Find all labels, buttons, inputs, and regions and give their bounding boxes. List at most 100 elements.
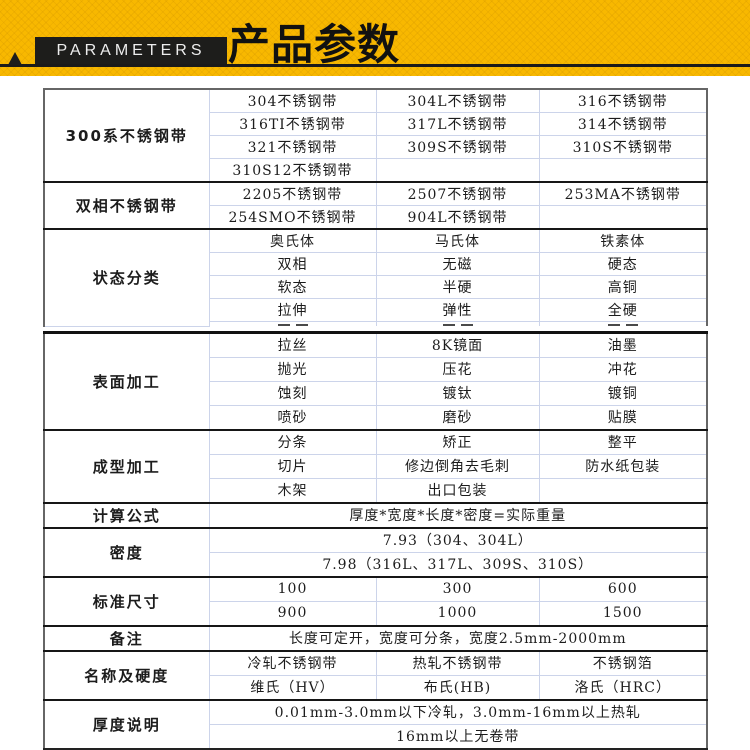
section-label: 厚度说明: [43, 698, 210, 749]
table-row: 状态分类 奥氏体 马氏体 铁素体: [43, 228, 708, 327]
table-cell: 1000: [375, 600, 540, 626]
table-cell: 310S不锈钢带: [538, 135, 708, 159]
parameters-badge: PARAMETERS: [35, 37, 227, 64]
table-cell: 出口包装: [375, 477, 540, 503]
table-row: 维氏（HV） 布氏(HB) 洛氏（HRC）: [44, 674, 708, 700]
clipped-glyph-tops: [210, 322, 375, 326]
table-cell: 贴膜: [538, 404, 708, 430]
table-row: 备注 长度可定开，宽度可分条，宽度2.5mm-2000mm: [43, 624, 708, 651]
table-cell: 油墨: [538, 331, 708, 358]
section-label: 备注: [43, 624, 210, 651]
section-label: 成型加工: [43, 428, 210, 503]
table-row: 切片 修边倒角去毛刺 防水纸包装: [44, 453, 708, 479]
table-row: 标准尺寸 100 300 600: [43, 575, 708, 626]
table-cell: 维氏（HV）: [208, 674, 377, 700]
table-row: 316TI不锈钢带 317L不锈钢带 314不锈钢带: [44, 112, 708, 136]
table-row: 名称及硬度 冷轧不锈钢带 热轧不锈钢带 不锈钢箔: [43, 649, 708, 700]
table-row: 表面加工 拉丝 8K镜面 油墨: [43, 331, 708, 430]
section-label: 标准尺寸: [43, 575, 210, 626]
table-row: 300系不锈钢带 304不锈钢带 304L不锈钢带 316不锈钢带: [43, 88, 708, 183]
table-row: 密度 7.93（304、304L）: [43, 526, 708, 577]
table-cell: 全硬: [538, 298, 708, 322]
table-cell: 904L不锈钢带: [375, 205, 540, 230]
table-row: 双相不锈钢带 2205不锈钢带 2507不锈钢带 253MA不锈钢带: [43, 181, 708, 230]
section-label: 计算公式: [43, 501, 210, 528]
table-cell: 冷轧不锈钢带: [208, 649, 377, 676]
table-cell: 304L不锈钢带: [375, 88, 540, 113]
table-cell: 厚度*宽度*长度*密度=实际重量: [208, 501, 708, 528]
table-row: 成型加工 分条 矫正 整平: [43, 428, 708, 503]
section-label: 密度: [43, 526, 210, 577]
table-cell: 马氏体: [375, 228, 540, 253]
table-cell: 253MA不锈钢带: [538, 181, 708, 206]
header-divider-line: [0, 64, 750, 67]
table-cell: 无磁: [375, 252, 540, 276]
table-row: 抛光 压花 冲花: [44, 356, 708, 382]
table-cell: 洛氏（HRC）: [538, 674, 708, 700]
section-label: 表面加工: [43, 331, 210, 430]
table-cell: 半硬: [375, 275, 540, 299]
table-cell: 双相: [208, 252, 377, 276]
table-cell: 高铜: [538, 275, 708, 299]
clipped-glyph-tops: [540, 322, 706, 326]
table-cell: [538, 158, 708, 183]
table-cell: 2205不锈钢带: [208, 181, 377, 206]
section-label: 名称及硬度: [43, 649, 210, 700]
table-row: 蚀刻 镀钛 镀铜: [44, 380, 708, 406]
table-cell: 拉丝: [208, 331, 377, 358]
table-cell: 304不锈钢带: [208, 88, 377, 113]
table-cell: 防水纸包装: [538, 453, 708, 479]
table-cell: 修边倒角去毛刺: [375, 453, 540, 479]
table-cell: 900: [208, 600, 377, 626]
table-cell: 抛光: [208, 356, 377, 382]
clipped-cell: [208, 321, 377, 326]
section-label: 300系不锈钢带: [43, 88, 210, 183]
table-cell: 拉伸: [208, 298, 377, 322]
parameters-table-bottom: 表面加工 拉丝 8K镜面 油墨 抛光 压花 冲花 蚀刻 镀钛 镀铜 喷砂 磨砂 …: [43, 330, 708, 750]
section-label: 状态分类: [43, 228, 210, 327]
table-cell: 0.01mm-3.0mm以下冷轧，3.0mm-16mm以上热轧: [208, 698, 708, 725]
table-cell: 镀钛: [375, 380, 540, 406]
table-cell: 254SMO不锈钢带: [208, 205, 377, 230]
table-cell: 316不锈钢带: [538, 88, 708, 113]
clipped-cell: [375, 321, 540, 326]
table-cell: 310S12不锈钢带: [208, 158, 377, 183]
table-cell: 16mm以上无卷带: [208, 723, 708, 749]
table-cell: 切片: [208, 453, 377, 479]
table-row: 喷砂 磨砂 贴膜: [44, 404, 708, 430]
table-cell: 1500: [538, 600, 708, 626]
table-cell: 喷砂: [208, 404, 377, 430]
table-cell: 309S不锈钢带: [375, 135, 540, 159]
table-cell: 弹性: [375, 298, 540, 322]
table-cell: 分条: [208, 428, 377, 455]
table-cell: 软态: [208, 275, 377, 299]
table-row: 7.98（316L、317L、309S、310S）: [44, 551, 708, 577]
table-row: 拉伸 弹性 全硬: [44, 298, 708, 322]
table-cell: 300: [375, 575, 540, 602]
table-cell: 木架: [208, 477, 377, 503]
clipped-glyph-tops: [377, 322, 538, 326]
table-cell: [538, 477, 708, 503]
table-cell: 7.98（316L、317L、309S、310S）: [208, 551, 708, 577]
table-row: 321不锈钢带 309S不锈钢带 310S不锈钢带: [44, 135, 708, 159]
table-cell: 2507不锈钢带: [375, 181, 540, 206]
triangle-icon: [8, 52, 22, 65]
table-cell: 冲花: [538, 356, 708, 382]
table-cell: 硬态: [538, 252, 708, 276]
table-cell: 镀铜: [538, 380, 708, 406]
table-cell: 7.93（304、304L）: [208, 526, 708, 553]
table-cell: 长度可定开，宽度可分条，宽度2.5mm-2000mm: [208, 624, 708, 651]
table-row: 计算公式 厚度*宽度*长度*密度=实际重量: [43, 501, 708, 528]
table-cell: [375, 158, 540, 183]
table-cell: 磨砂: [375, 404, 540, 430]
table-cell: 整平: [538, 428, 708, 455]
table-row: 900 1000 1500: [44, 600, 708, 626]
table-cell: 600: [538, 575, 708, 602]
table-row: 310S12不锈钢带: [44, 158, 708, 183]
page-header: PARAMETERS 产品参数: [0, 0, 750, 76]
table-cell: 奥氏体: [208, 228, 377, 253]
table-cell: 布氏(HB): [375, 674, 540, 700]
clipped-partial-row: [44, 321, 708, 326]
table-row: 软态 半硬 高铜: [44, 275, 708, 299]
table-row: 厚度说明 0.01mm-3.0mm以下冷轧，3.0mm-16mm以上热轧: [43, 698, 708, 749]
